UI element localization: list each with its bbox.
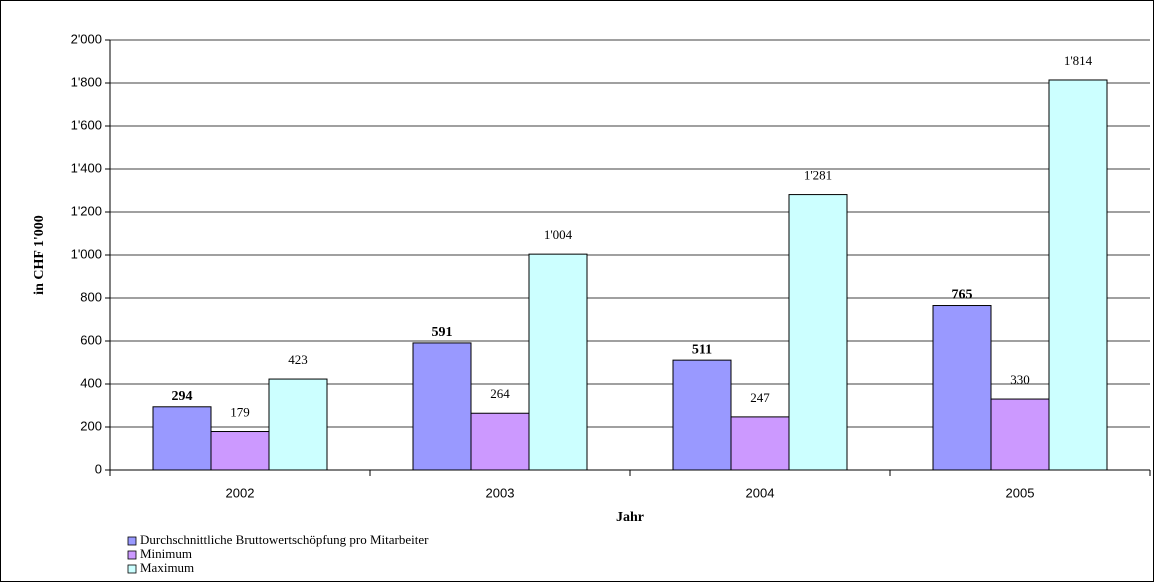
legend-swatch — [127, 564, 137, 574]
bar — [672, 359, 732, 471]
data-label: 1'004 — [544, 227, 573, 242]
y-tick-label: 200 — [80, 418, 102, 433]
data-label: 179 — [230, 404, 250, 419]
bar — [470, 412, 530, 471]
bar — [990, 398, 1050, 471]
legend-label: Maximum — [140, 560, 194, 575]
y-tick-label: 800 — [80, 289, 102, 304]
bar — [152, 406, 212, 471]
bar — [730, 416, 790, 471]
y-tick-label: 1'000 — [71, 246, 102, 261]
data-label: 1'814 — [1064, 53, 1093, 68]
x-tick-label: 2005 — [1006, 485, 1035, 500]
y-tick-label: 400 — [80, 375, 102, 390]
y-axis-label: in CHF 1'000 — [32, 215, 47, 295]
y-tick-label: 1'800 — [71, 74, 102, 89]
y-tick-label: 0 — [95, 461, 102, 476]
x-tick-label: 2002 — [226, 485, 255, 500]
x-tick-label: 2004 — [746, 485, 775, 500]
data-label: 264 — [490, 386, 510, 401]
y-tick-label: 600 — [80, 332, 102, 347]
data-label: 511 — [692, 342, 712, 357]
legend-label: Minimum — [140, 546, 192, 561]
bar — [412, 342, 472, 471]
data-label: 247 — [750, 390, 770, 405]
data-label: 591 — [432, 325, 453, 340]
data-label: 765 — [952, 288, 973, 303]
bar — [528, 253, 588, 471]
bar — [932, 305, 992, 471]
legend-swatch — [127, 536, 137, 546]
legend-swatch — [127, 550, 137, 560]
bar — [268, 378, 328, 471]
y-tick-label: 1'400 — [71, 160, 102, 175]
y-tick-label: 1'600 — [71, 117, 102, 132]
x-axis-label: Jahr — [616, 510, 644, 525]
y-tick-label: 2'000 — [71, 31, 102, 46]
bar — [1048, 79, 1108, 471]
bar — [788, 194, 848, 471]
y-tick-label: 1'200 — [71, 203, 102, 218]
x-tick-label: 2003 — [486, 485, 515, 500]
data-label: 423 — [288, 352, 308, 367]
data-label: 1'281 — [804, 168, 832, 183]
data-label: 330 — [1010, 372, 1030, 387]
legend-label: Durchschnittliche Bruttowertschöpfung pr… — [140, 532, 429, 547]
data-label: 294 — [172, 389, 193, 404]
bar — [210, 431, 270, 471]
